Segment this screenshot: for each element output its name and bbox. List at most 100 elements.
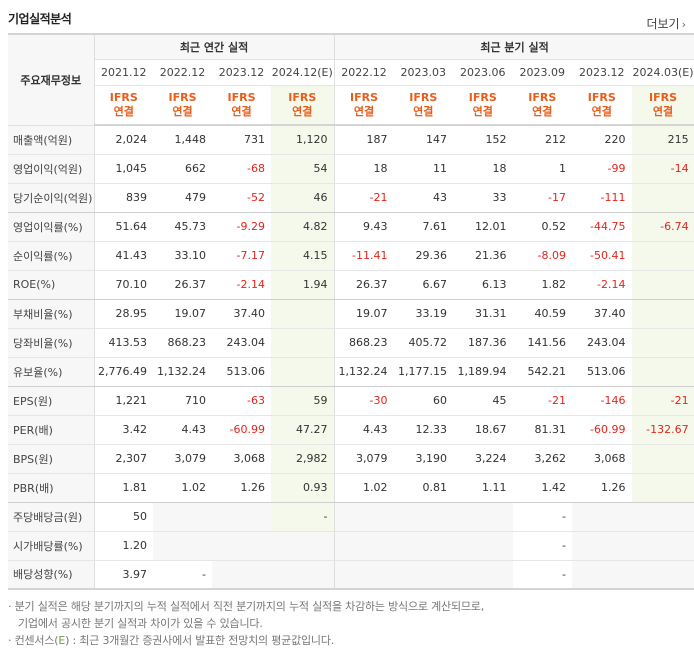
row-label: ROE(%) (8, 270, 95, 300)
table-row: 배당성향(%) 3.97- - (8, 560, 694, 590)
table-cell: 243.04 (572, 328, 632, 358)
table-cell: -50.41 (572, 241, 632, 271)
more-label: 더보기 (646, 17, 680, 31)
table-row: 매출액(억원) 2,024 1,448 731 1,120 187 147 152 212 220… (8, 125, 694, 155)
row-label: 배당성향(%) (8, 560, 95, 590)
table-cell: 2,307 (93, 444, 153, 474)
table-cell: 0.93 (271, 473, 335, 503)
more-link[interactable]: 더보기 › (646, 15, 686, 32)
table-cell: 4.43 (333, 415, 394, 445)
table-cell: -21 (512, 386, 573, 416)
table-row: 주당배당금(원) 50 - - (8, 502, 694, 532)
table-cell: 19.07 (153, 299, 212, 329)
table-cell: 26.37 (153, 270, 212, 300)
chevron-right-icon: › (681, 18, 686, 31)
ifrs-label: IFRS 연결 (572, 85, 632, 126)
table-cell (631, 502, 694, 532)
table-cell (393, 560, 454, 590)
period-header: 2024.03(E) (631, 59, 694, 86)
table-cell: -11.41 (333, 241, 394, 271)
table-row: ROE(%) 70.10 26.37 -2.14 1.94 26.37 6.67 6.13 1.… (8, 270, 694, 300)
table-cell: 41.43 (93, 241, 153, 271)
table-cell (333, 560, 394, 590)
table-cell: 33.10 (153, 241, 212, 271)
table-cell: 513.06 (572, 357, 632, 387)
period-header: 2023.09 (512, 59, 573, 86)
table-cell: -30 (333, 386, 394, 416)
row-label: 시가배당률(%) (8, 531, 95, 561)
table-cell: 81.31 (512, 415, 573, 445)
table-cell (631, 183, 694, 213)
table-cell: -52 (212, 183, 271, 213)
table-cell (153, 531, 212, 561)
table-cell (453, 502, 513, 532)
row-label: BPS(원) (8, 444, 95, 474)
table-row: 영업이익(억원) 1,045 662 -68 54 18 11 18 1 -99 -14 (8, 154, 694, 184)
table-cell: 40.59 (512, 299, 573, 329)
row-header: 주요재무정보 (8, 33, 94, 126)
table-cell: 1.94 (271, 270, 335, 300)
table-cell: 60 (393, 386, 454, 416)
table-cell: -99 (572, 154, 632, 184)
table-cell: - (512, 531, 573, 561)
section-title: 기업실적분석 (8, 12, 72, 26)
table-cell: 4.15 (271, 241, 335, 271)
ifrs-label: IFRS 연결 (93, 85, 153, 126)
table-cell: -14 (631, 154, 694, 184)
table-cell: 3,224 (453, 444, 513, 474)
table-cell: -111 (572, 183, 632, 213)
table-cell (631, 531, 694, 561)
table-cell (271, 299, 335, 329)
table-cell: 1,177.15 (393, 357, 454, 387)
table-cell (271, 531, 335, 561)
ifrs-label: IFRS 연결 (512, 85, 573, 126)
ifrs-label: IFRS 연결 (153, 85, 212, 126)
table-row: 시가배당률(%) 1.20 - (8, 531, 694, 561)
table-cell: 868.23 (153, 328, 212, 358)
table-cell: 12.01 (453, 212, 513, 242)
table-cell: -6.74 (631, 212, 694, 242)
table-cell: 2,982 (271, 444, 335, 474)
table-cell (631, 270, 694, 300)
table-cell: 868.23 (333, 328, 394, 358)
period-header: 2022.12 (333, 59, 394, 86)
table-cell (212, 502, 271, 532)
table-cell: 47.27 (271, 415, 335, 445)
table-cell: 1.11 (453, 473, 513, 503)
table-row: PER(배) 3.42 4.43 -60.99 47.27 4.43 12.33 18.67 8… (8, 415, 694, 445)
ifrs-label: IFRS 연결 (333, 85, 394, 126)
table-cell: -2.14 (212, 270, 271, 300)
table-cell: 54 (271, 154, 335, 184)
table-cell: 3,068 (212, 444, 271, 474)
row-label: 영업이익률(%) (8, 212, 95, 242)
table-cell (572, 560, 632, 590)
table-cell: 18 (333, 154, 394, 184)
table-cell: 4.43 (153, 415, 212, 445)
table-cell: 1.82 (512, 270, 573, 300)
table-cell: 1,045 (93, 154, 153, 184)
table-cell: 731 (212, 125, 271, 155)
table-cell: 1.02 (153, 473, 212, 503)
ifrs-label: IFRS 연결 (393, 85, 454, 126)
period-header: 2023.12 (572, 59, 632, 86)
period-header: 2023.06 (453, 59, 513, 86)
table-row: 부채비율(%) 28.95 19.07 37.40 19.07 33.19 31.31 40.… (8, 299, 694, 329)
table-cell: 3,079 (153, 444, 212, 474)
table-cell: 6.67 (393, 270, 454, 300)
row-label: 매출액(억원) (8, 125, 95, 155)
table-cell: 3,190 (393, 444, 454, 474)
ifrs-label: IFRS 연결 (453, 85, 513, 126)
footnote-1: · 분기 실적은 해당 분기까지의 누적 실적에서 직전 분기까지의 누적 실적… (8, 600, 485, 613)
table-row: 당좌비율(%) 413.53 868.23 243.04 868.23 405.72 187… (8, 328, 694, 358)
row-label: 유보율(%) (8, 357, 95, 387)
table-cell: 19.07 (333, 299, 394, 329)
table-cell: 1.81 (93, 473, 153, 503)
table-cell: - (512, 502, 573, 532)
row-label: EPS(원) (8, 386, 95, 416)
table-cell: -17 (512, 183, 573, 213)
table-cell: 710 (153, 386, 212, 416)
table-cell: -63 (212, 386, 271, 416)
table-cell: 3,068 (572, 444, 632, 474)
table-cell: 1,221 (93, 386, 153, 416)
table-cell: 542.21 (512, 357, 573, 387)
